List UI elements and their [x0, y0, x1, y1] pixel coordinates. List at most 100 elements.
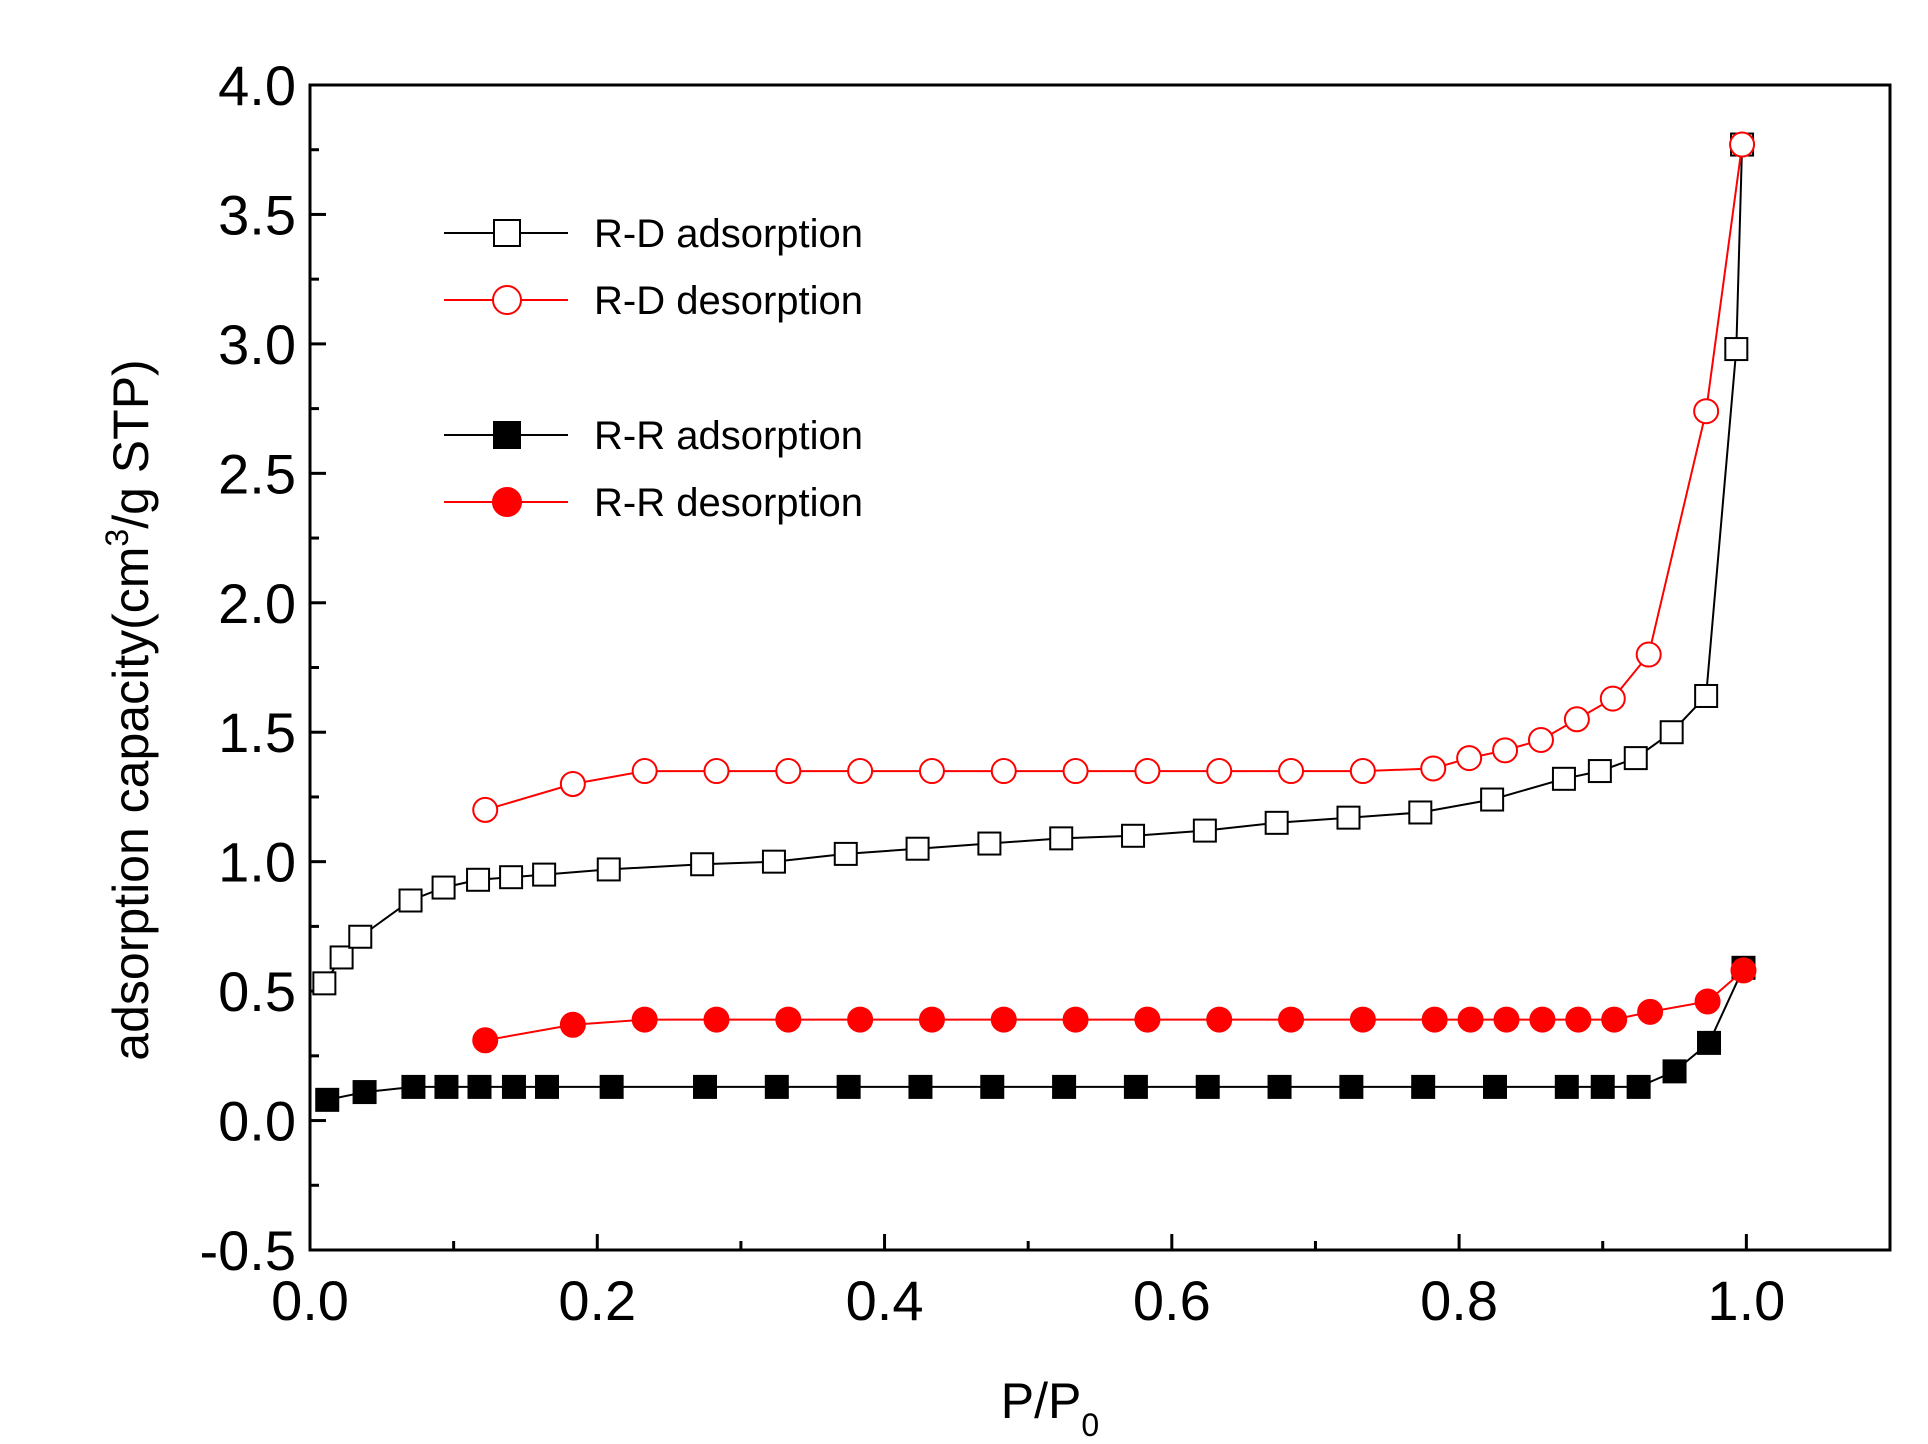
y-tick-label: 0.0 — [218, 1090, 296, 1153]
x-axis-title: P/P0 — [1001, 1373, 1099, 1443]
data-point-r-r-adsorption — [401, 1074, 426, 1099]
data-point-r-d-desorption — [918, 758, 945, 785]
data-point-r-r-desorption — [559, 1011, 586, 1038]
data-point-r-d-adsorption — [398, 888, 423, 913]
data-point-r-r-desorption — [1457, 1006, 1484, 1033]
data-point-r-d-desorption — [847, 758, 874, 785]
legend-label: R-D adsorption — [594, 212, 863, 256]
x-tick-label: 0.6 — [1133, 1269, 1211, 1332]
x-tick-label: 0.4 — [846, 1269, 924, 1332]
data-point-r-r-desorption — [1349, 1006, 1376, 1033]
data-point-r-d-desorption — [1420, 755, 1447, 782]
x-axis-ticks: 0.0 0.2 0.4 0.6 0.8 1.0 — [271, 1234, 1892, 1332]
data-point-r-r-adsorption — [764, 1074, 789, 1099]
data-point-r-r-desorption — [1565, 1006, 1592, 1033]
data-point-r-d-adsorption — [499, 865, 524, 890]
data-point-r-r-desorption — [1730, 957, 1757, 984]
data-point-r-d-desorption — [1278, 758, 1305, 785]
data-point-r-r-adsorption — [315, 1087, 340, 1112]
data-point-r-d-adsorption — [690, 852, 715, 877]
data-point-r-d-adsorption — [1408, 800, 1433, 825]
x-tick-label: 1.0 — [1707, 1269, 1785, 1332]
data-point-r-r-desorption — [1278, 1006, 1305, 1033]
data-point-r-r-desorption — [631, 1006, 658, 1033]
data-point-r-d-desorption — [1693, 398, 1720, 425]
data-point-r-r-adsorption — [1411, 1074, 1436, 1099]
data-point-r-d-adsorption — [596, 857, 621, 882]
data-point-r-d-desorption — [990, 758, 1017, 785]
y-axis-title-sup: 3 — [99, 529, 135, 547]
data-point-r-r-adsorption — [1195, 1074, 1220, 1099]
legend-label: R-R desorption — [594, 481, 863, 525]
data-point-r-d-desorption — [1599, 685, 1626, 712]
data-point-r-r-adsorption — [1267, 1074, 1292, 1099]
data-point-r-r-desorption — [1529, 1006, 1556, 1033]
data-point-r-d-adsorption — [1480, 787, 1505, 812]
data-point-r-d-adsorption — [466, 867, 491, 892]
y-axis-title: adsorption capacity(cm3/g STP) — [99, 359, 159, 1060]
data-point-r-d-desorption — [472, 796, 499, 823]
data-point-r-d-desorption — [1206, 758, 1233, 785]
data-point-r-r-desorption — [1601, 1006, 1628, 1033]
data-point-r-d-desorption — [1062, 758, 1089, 785]
x-tick-label: 0.8 — [1420, 1269, 1498, 1332]
series-r-r-desorption — [472, 957, 1757, 1054]
data-point-r-d-desorption — [1635, 641, 1662, 668]
y-axis-title-main: adsorption capacity(cm — [103, 547, 159, 1061]
data-point-r-d-adsorption — [1551, 766, 1576, 791]
data-point-r-d-adsorption — [1694, 683, 1719, 708]
data-point-r-r-desorption — [703, 1006, 730, 1033]
data-point-r-r-adsorption — [599, 1074, 624, 1099]
data-point-r-d-adsorption — [348, 924, 373, 949]
data-point-r-r-desorption — [775, 1006, 802, 1033]
data-point-r-r-adsorption — [352, 1080, 377, 1105]
y-tick-label: 1.0 — [218, 831, 296, 894]
legend-open-circle-marker — [492, 285, 522, 315]
data-point-r-d-adsorption — [532, 862, 557, 887]
legend-label: R-R adsorption — [594, 414, 863, 458]
data-point-r-r-adsorption — [693, 1074, 717, 1099]
y-tick-label: 1.5 — [218, 701, 296, 764]
data-point-r-r-adsorption — [1662, 1059, 1687, 1084]
legend-open-square-marker — [493, 219, 521, 247]
data-point-r-d-desorption — [1456, 745, 1483, 772]
data-point-r-r-desorption — [472, 1027, 499, 1054]
legend-label: R-D desorption — [594, 279, 863, 323]
data-point-r-d-adsorption — [431, 875, 456, 900]
data-point-r-d-adsorption — [977, 831, 1002, 856]
data-point-r-r-desorption — [1694, 988, 1721, 1015]
x-tick-label: 0.0 — [271, 1269, 349, 1332]
data-point-r-r-adsorption — [1052, 1074, 1077, 1099]
legend-entry-rr-adsorption: R-R adsorption — [444, 414, 863, 458]
data-point-r-d-adsorption — [905, 836, 930, 861]
data-point-r-r-adsorption — [535, 1074, 559, 1099]
data-point-r-r-adsorption — [1554, 1074, 1579, 1099]
data-point-r-d-desorption — [1134, 758, 1161, 785]
data-point-r-d-adsorption — [761, 849, 786, 874]
data-point-r-d-adsorption — [1192, 818, 1217, 843]
series-line-r-r-desorption — [485, 969, 1745, 1042]
data-point-r-r-adsorption — [836, 1074, 861, 1099]
data-point-r-d-desorption — [559, 771, 586, 797]
data-point-r-r-desorption — [847, 1006, 874, 1033]
legend: R-D adsorption R-D desorption R-R adsorp… — [444, 212, 863, 525]
data-point-r-r-adsorption — [980, 1074, 1005, 1099]
data-point-r-r-desorption — [1493, 1006, 1520, 1033]
data-point-r-r-adsorption — [908, 1074, 933, 1099]
y-tick-label: 3.5 — [218, 183, 296, 246]
y-axis-title-end: /g STP) — [103, 359, 159, 528]
data-point-r-d-adsorption — [1049, 826, 1074, 851]
data-point-r-r-desorption — [1206, 1006, 1233, 1033]
data-point-r-d-desorption — [1349, 758, 1376, 785]
data-point-r-d-desorption — [631, 758, 658, 785]
x-tick-label: 0.2 — [558, 1269, 636, 1332]
data-point-r-r-desorption — [1134, 1006, 1161, 1033]
data-point-r-r-adsorption — [1483, 1074, 1507, 1099]
y-tick-label: 0.5 — [218, 960, 296, 1023]
legend-filled-circle-marker — [492, 487, 522, 517]
data-point-r-d-adsorption — [1336, 805, 1361, 830]
data-point-r-r-adsorption — [467, 1074, 492, 1099]
legend-entry-rd-desorption: R-D desorption — [444, 279, 863, 323]
